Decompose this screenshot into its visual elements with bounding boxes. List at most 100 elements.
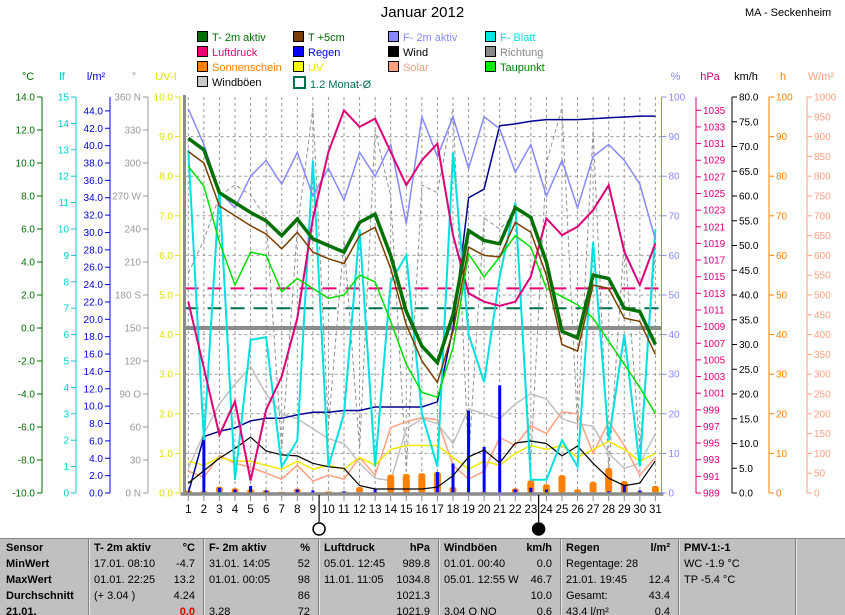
- legend-swatch-windboeen: [197, 76, 208, 87]
- axis-tick-label: -8.0: [18, 456, 36, 467]
- axis-tick-label: 14.0: [84, 367, 104, 378]
- day-label[interactable]: 13: [369, 504, 382, 516]
- day-label[interactable]: 22: [509, 504, 522, 516]
- day-label[interactable]: 4: [232, 504, 239, 516]
- day-label[interactable]: 21: [493, 504, 506, 516]
- day-label[interactable]: 5: [247, 504, 253, 516]
- day-label[interactable]: 24: [540, 504, 553, 516]
- day-label[interactable]: 7: [279, 504, 285, 516]
- series-taupunkt: [187, 165, 657, 415]
- table-cell: 86: [297, 590, 310, 602]
- day-label[interactable]: 19: [462, 504, 475, 516]
- axis-tick-label: 50.0: [739, 241, 759, 252]
- day-label[interactable]: 15: [400, 504, 413, 516]
- axis-tick-label: 50: [776, 291, 788, 302]
- axis-tick-label: 12.0: [84, 384, 104, 395]
- axis-tick-label: 250: [814, 390, 831, 401]
- table-cell: F- 2m aktiv: [209, 542, 267, 554]
- series-regen-daily: [202, 385, 642, 493]
- axis-tick-label: 0: [814, 489, 820, 500]
- legend-label: Luftdruck: [212, 47, 258, 59]
- series-wind: [187, 436, 656, 490]
- axis-tick-label: 45.0: [739, 266, 759, 277]
- axis-tick-label: 8: [63, 277, 69, 288]
- axis-tick-label: 1011: [703, 305, 725, 316]
- table-cell: MaxWert: [6, 574, 52, 586]
- legend-item-sonnenschein: Sonnenschein: [197, 61, 282, 74]
- table-cell: l/m²: [650, 542, 670, 554]
- day-label[interactable]: 1: [185, 504, 191, 516]
- axis-tick-label: 90 O: [119, 390, 141, 401]
- table-cell: 12.4: [648, 574, 670, 586]
- legend-swatch-taupunkt: [485, 61, 496, 72]
- axis-tick-label: 4.0: [21, 258, 35, 269]
- axis-tick-label: 90: [669, 132, 681, 143]
- day-label[interactable]: 25: [556, 504, 569, 516]
- axis-tick-label: 80: [776, 172, 788, 183]
- day-label[interactable]: 10: [322, 504, 335, 516]
- day-label[interactable]: 16: [415, 504, 428, 516]
- axis-title-h: h: [780, 71, 786, 83]
- table-cell: 1034.8: [396, 574, 430, 586]
- axis-tick-label: 22.0: [84, 297, 104, 308]
- day-label[interactable]: 18: [447, 504, 460, 516]
- axis-tick-label: 180 S: [115, 291, 141, 302]
- legend-swatch-richtung: [485, 46, 496, 57]
- axis-tick-label: 120: [124, 357, 141, 368]
- axis-tick-label: 1000: [814, 93, 837, 104]
- day-label[interactable]: 11: [338, 504, 350, 516]
- axis-tick-label: 15.0: [739, 414, 759, 425]
- day-label[interactable]: 6: [263, 504, 269, 516]
- axis-tick-label: 450: [814, 310, 831, 321]
- day-label[interactable]: 14: [384, 504, 397, 516]
- axis-tick-label: 15: [58, 93, 70, 104]
- day-label[interactable]: 2: [201, 504, 207, 516]
- axis-tick-label: 1005: [703, 355, 726, 366]
- axis-tick-label: 10.0: [154, 93, 174, 104]
- legend-swatch-t5cm: [293, 31, 304, 42]
- day-label[interactable]: 28: [602, 504, 615, 516]
- axis-tick-label: 80: [669, 172, 681, 183]
- table-cell: -4.7: [176, 558, 195, 570]
- axis-lm2: l/m² 44.0 42.0 40.0 38.0 36.0 34.0 32.0 30.0 28.0…: [84, 71, 111, 500]
- legend-item-t5cm: T +5cm: [293, 31, 345, 44]
- legend-swatch-f2m: [388, 31, 399, 42]
- axis-tick-label: 1027: [703, 172, 726, 183]
- axis-tick-label: 850: [814, 152, 831, 163]
- axis-tick-label: 1009: [703, 322, 726, 333]
- day-label[interactable]: 31: [649, 504, 662, 516]
- table-cell: 01.01. 22:25: [94, 574, 156, 586]
- axis-tick-label: 90: [776, 132, 788, 143]
- axis-tick-label: 1029: [703, 156, 726, 167]
- axis-tick-label: 1001: [703, 389, 726, 400]
- day-label[interactable]: 26: [571, 504, 584, 516]
- day-label[interactable]: 30: [633, 504, 646, 516]
- legend-label: Regen: [308, 47, 341, 59]
- table-cell: 10.0: [530, 590, 552, 602]
- axis-tick-label: 5.0: [739, 464, 753, 475]
- legend-label: F- Blatt: [500, 32, 536, 44]
- day-label[interactable]: 9: [310, 504, 316, 516]
- axis-tick-label: 100: [669, 93, 686, 104]
- axis-tick-label: 30.0: [84, 228, 104, 239]
- x-axis-labels: 1 2 3 4 5 6 7 8 9 10 11 12 13 14 15 16 17 18 19 20 21 22 23 24 2…: [185, 496, 662, 516]
- table-cell: 0.4: [654, 606, 670, 615]
- day-label[interactable]: 3: [216, 504, 222, 516]
- axis-tick-label: 20.0: [739, 390, 759, 401]
- day-label[interactable]: 20: [478, 504, 491, 516]
- day-label[interactable]: 12: [353, 504, 366, 516]
- axis-title-pct: %: [671, 71, 681, 83]
- day-label[interactable]: 17: [431, 504, 444, 516]
- axis-tick-label: 38.0: [84, 159, 104, 170]
- axis-tick-label: 4: [63, 383, 69, 394]
- day-label[interactable]: 8: [294, 504, 300, 516]
- axis-wm2: W/m²100095090085080075070065060055050045…: [806, 71, 837, 500]
- axis-tick-label: 100: [814, 449, 831, 460]
- day-label[interactable]: 29: [618, 504, 631, 516]
- day-label[interactable]: 27: [587, 504, 600, 516]
- day-label[interactable]: 23: [524, 504, 537, 516]
- axis-tick-label: 20.0: [84, 315, 104, 326]
- axis-tick-label: 12: [58, 172, 70, 183]
- axis-tick-label: 330: [124, 126, 141, 137]
- weather-chart-plot[interactable]: °C14.012.010.08.06.04.02.00.0-2.0-4.0-6.…: [0, 0, 845, 538]
